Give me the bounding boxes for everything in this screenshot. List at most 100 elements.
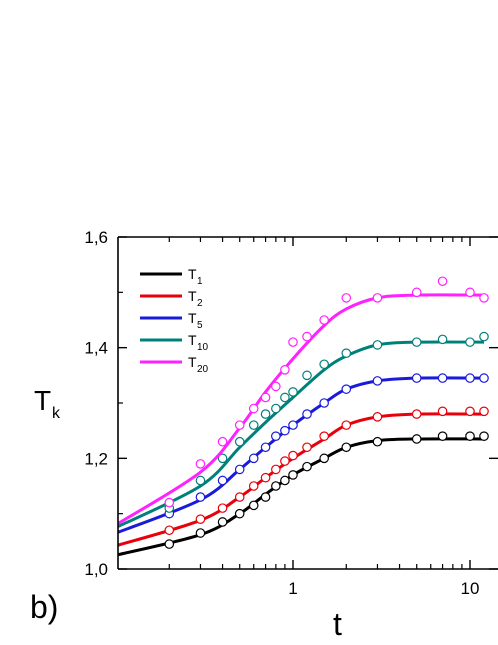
data-point [437, 431, 448, 441]
series-t2 [118, 406, 489, 547]
data-point [479, 293, 489, 303]
x-axis-label: t [333, 606, 342, 642]
data-point [234, 492, 245, 502]
legend-label-subscript: 10 [197, 342, 209, 353]
y-tick-label: 1,2 [84, 449, 108, 468]
data-point [195, 528, 206, 538]
data-point [260, 472, 271, 483]
data-point [217, 436, 228, 447]
data-point [271, 464, 281, 475]
data-point [372, 293, 383, 303]
data-point [234, 420, 245, 430]
series-t20 [118, 276, 489, 526]
data-point [319, 398, 329, 408]
data-point [411, 434, 422, 444]
data-point [341, 293, 352, 303]
legend-label-subscript: 1 [197, 276, 203, 287]
data-point [319, 359, 329, 370]
data-point [234, 436, 245, 447]
data-point [465, 406, 475, 417]
data-point [280, 456, 290, 466]
legend-label-subscript: 20 [197, 364, 209, 375]
legend-label: T [188, 266, 197, 282]
data-point [195, 459, 206, 469]
data-point [164, 525, 175, 536]
data-point [248, 481, 259, 491]
data-point [372, 412, 383, 422]
series-layer [118, 276, 489, 557]
data-point [164, 539, 175, 549]
data-point [271, 481, 281, 491]
legend: T 1T 2T 5T 10T 20 [140, 266, 209, 375]
data-point [465, 431, 475, 441]
series-t1 [118, 431, 489, 557]
series-t10 [118, 331, 489, 529]
data-point [260, 409, 271, 419]
data-point [280, 364, 290, 375]
data-point [195, 475, 206, 486]
data-point [372, 436, 383, 447]
legend-item: T 20 [140, 354, 209, 375]
data-point [341, 420, 352, 430]
series-line [118, 293, 485, 526]
data-point [465, 373, 475, 383]
data-point [280, 392, 290, 403]
series-line [118, 437, 485, 557]
data-point [319, 453, 329, 464]
data-point [341, 384, 352, 394]
data-point [288, 450, 298, 461]
data-point [288, 470, 298, 480]
data-point [217, 517, 228, 527]
data-point [248, 453, 259, 464]
data-point [260, 492, 271, 502]
series-t5 [118, 373, 489, 534]
data-point [260, 442, 271, 453]
data-point [411, 373, 422, 383]
y-tick-label: 1,6 [84, 228, 108, 247]
data-point [437, 373, 448, 383]
data-point [479, 406, 489, 417]
data-point [248, 420, 259, 430]
legend-label: T [188, 310, 197, 326]
y-axis-label: T [34, 385, 51, 416]
data-point [465, 337, 475, 347]
data-point [479, 431, 489, 441]
data-point [288, 420, 298, 430]
data-point [437, 276, 448, 287]
data-point [271, 381, 281, 392]
data-point [217, 503, 228, 513]
data-point [248, 500, 259, 511]
series-line [118, 340, 485, 529]
data-point [372, 340, 383, 350]
data-point [234, 464, 245, 475]
data-point [479, 373, 489, 383]
data-point [195, 514, 206, 524]
data-point [164, 497, 175, 508]
data-point [465, 287, 475, 298]
data-point [302, 442, 312, 453]
data-point [217, 475, 228, 486]
data-point [302, 409, 312, 419]
data-point [217, 453, 228, 464]
data-point [288, 387, 298, 397]
legend-label: T [188, 288, 197, 304]
data-point [271, 431, 281, 441]
y-tick-label: 1,4 [84, 339, 108, 358]
data-point [411, 409, 422, 419]
x-tick-label: 10 [461, 579, 480, 598]
panel-label: b) [30, 589, 58, 625]
legend-label-subscript: 2 [197, 298, 203, 309]
data-point [319, 431, 329, 441]
data-point [341, 348, 352, 358]
data-point [372, 376, 383, 386]
y-tick-label: 1,0 [84, 560, 108, 579]
data-point [341, 442, 352, 453]
data-point [302, 370, 312, 381]
legend-label: T [188, 332, 197, 348]
data-point [437, 406, 448, 417]
data-point [411, 337, 422, 347]
x-tick-label: 1 [288, 579, 297, 598]
data-point [288, 337, 298, 347]
